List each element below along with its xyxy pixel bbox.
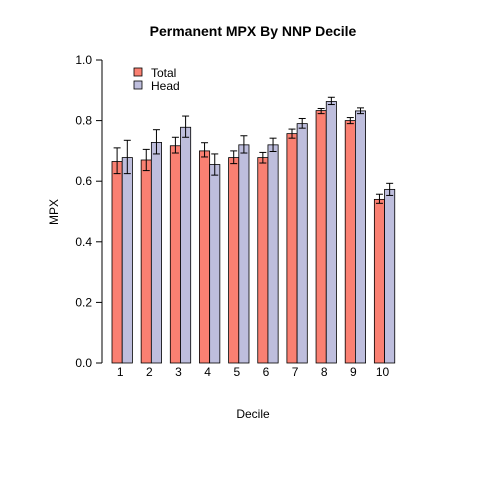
x-axis: 1 2 3 4 5 6 7 8 9 10 <box>117 365 390 379</box>
bar-head-7 <box>296 123 308 364</box>
x-axis-label: Decile <box>236 407 270 421</box>
x-tick-label: 10 <box>376 365 390 379</box>
x-tick-label: 8 <box>321 365 328 379</box>
x-tick-label: 2 <box>146 365 153 379</box>
bar-head-10 <box>384 188 396 364</box>
y-tick-label: 0.0 <box>75 356 92 370</box>
y-tick-label: 0.8 <box>75 114 92 128</box>
bar-head-8 <box>325 101 337 364</box>
y-axis-label: MPX <box>47 199 61 225</box>
legend-label-total: Total <box>151 66 176 80</box>
bars <box>111 101 396 364</box>
bar-total-2 <box>140 159 152 364</box>
legend-swatch-total <box>133 67 143 77</box>
bar-total-3 <box>169 145 181 364</box>
bar-head-3 <box>180 126 192 364</box>
x-tick-label: 7 <box>292 365 299 379</box>
error-bars <box>113 96 394 204</box>
y-axis: 0.0 0.2 0.4 0.6 0.8 1.0 <box>75 53 103 370</box>
bar-head-1 <box>121 157 133 364</box>
legend-label-head: Head <box>151 79 180 93</box>
bar-head-2 <box>150 142 162 364</box>
bar-head-9 <box>354 110 366 364</box>
bar-total-1 <box>111 161 123 364</box>
y-tick-label: 1.0 <box>75 53 92 67</box>
x-tick-label: 6 <box>263 365 270 379</box>
bar-total-5 <box>228 157 240 364</box>
bar-total-6 <box>257 157 269 364</box>
bar-head-5 <box>238 144 250 364</box>
chart-title: Permanent MPX By NNP Decile <box>150 23 357 39</box>
y-tick-label: 0.4 <box>75 235 92 249</box>
x-tick-label: 3 <box>175 365 182 379</box>
bar-total-9 <box>344 120 356 364</box>
x-tick-label: 4 <box>204 365 211 379</box>
x-tick-label: 1 <box>117 365 124 379</box>
x-tick-label: 5 <box>233 365 240 379</box>
x-tick-label: 9 <box>350 365 357 379</box>
bar-head-4 <box>209 164 221 364</box>
y-tick-label: 0.6 <box>75 174 92 188</box>
bar-head-6 <box>267 144 279 364</box>
y-tick-label: 0.2 <box>75 295 92 309</box>
bar-total-10 <box>373 198 385 364</box>
bar-total-4 <box>199 150 211 364</box>
bar-total-8 <box>315 110 327 364</box>
bar-total-7 <box>286 133 298 364</box>
legend-swatch-head <box>133 80 143 90</box>
